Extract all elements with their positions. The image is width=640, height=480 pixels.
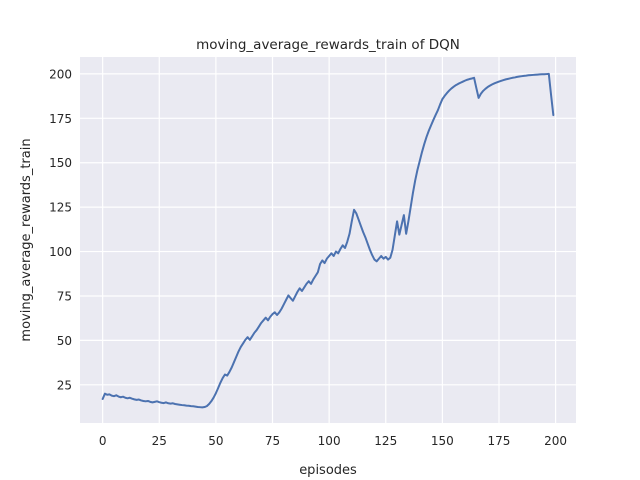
x-tick-label: 200	[544, 434, 567, 448]
x-tick-label: 0	[99, 434, 107, 448]
y-tick-label: 125	[49, 201, 72, 215]
y-tick-label: 175	[49, 112, 72, 126]
y-tick-label: 25	[57, 378, 72, 392]
y-axis-label: moving_average_rewards_train	[19, 138, 34, 341]
data-line	[101, 72, 555, 409]
x-tick-label: 125	[374, 434, 397, 448]
x-tick-label: 25	[152, 434, 167, 448]
x-tick-label: 50	[208, 434, 223, 448]
y-axis-ticks: 25 50 75 100 125 150 175 200	[49, 67, 72, 392]
y-tick-label: 100	[49, 245, 72, 259]
x-tick-label: 75	[265, 434, 280, 448]
line-series	[101, 72, 555, 409]
x-tick-label: 175	[488, 434, 511, 448]
y-tick-label: 200	[49, 67, 72, 81]
y-tick-label: 75	[57, 289, 72, 303]
y-tick-label: 150	[49, 156, 72, 170]
chart-title: moving_average_rewards_train of DQN	[196, 37, 460, 53]
x-tick-label: 100	[318, 434, 341, 448]
x-axis-label: episodes	[299, 463, 357, 478]
gridlines	[80, 57, 576, 423]
x-axis-ticks: 0 25 50 75 100 125 150 175 200	[99, 434, 567, 448]
y-tick-label: 50	[57, 334, 72, 348]
plot-area	[80, 57, 576, 423]
x-tick-label: 150	[431, 434, 454, 448]
